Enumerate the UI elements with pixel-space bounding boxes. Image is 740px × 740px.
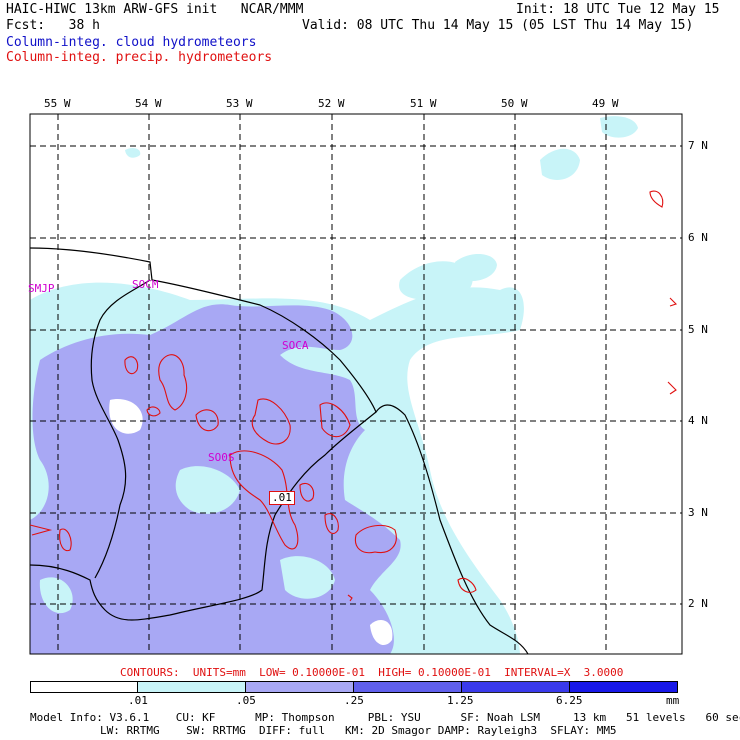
lat-label-5n: 5 N (688, 323, 708, 336)
coastline (30, 247, 529, 654)
station-soca: SOCA (282, 339, 309, 352)
legend-cloud-label: Column-integ. cloud hydrometeors (6, 35, 257, 50)
colorbar-tick-4: 6.25 (556, 694, 583, 707)
lon-label-54w: 54 W (135, 97, 162, 110)
lon-label-49w: 49 W (592, 97, 619, 110)
lon-label-55w: 55 W (44, 97, 71, 110)
lat-lon-grid (30, 114, 682, 654)
lat-label-3n: 3 N (688, 506, 708, 519)
footer-physics: LW: RRTMG SW: RRTMG DIFF: full KM: 2D Sm… (100, 724, 617, 737)
header-forecast: Fcst: 38 h (6, 18, 100, 33)
contour-info: CONTOURS: UNITS=mm LOW= 0.10000E-01 HIGH… (120, 666, 624, 679)
colorbar-tick-2: .25 (344, 694, 364, 707)
colorbar-segment-4 (461, 681, 570, 693)
colorbar-tick-3: 1.25 (447, 694, 474, 707)
station-smjp: SMJP (28, 282, 55, 295)
legend-precip-label: Column-integ. precip. hydrometeors (6, 50, 273, 65)
lat-label-6n: 6 N (688, 231, 708, 244)
lon-label-50w: 50 W (501, 97, 528, 110)
station-so0s: SO0S (208, 451, 235, 464)
colorbar-tick-1: .05 (236, 694, 256, 707)
header-init: Init: 18 UTC Tue 12 May 15 (516, 2, 720, 17)
lon-label-53w: 53 W (226, 97, 253, 110)
lat-label-2n: 2 N (688, 597, 708, 610)
lon-label-52w: 52 W (318, 97, 345, 110)
colorbar-segment-1 (137, 681, 246, 693)
colorbar-units: mm (666, 694, 680, 707)
colorbar-segment-2 (245, 681, 354, 693)
colorbar-segment-5 (569, 681, 678, 693)
colorbar-segment-3 (353, 681, 462, 693)
header-valid: Valid: 08 UTC Thu 14 May 15 (05 LST Thu … (302, 18, 694, 33)
footer-model-info: Model Info: V3.6.1 CU: KF MP: Thompson P… (30, 711, 740, 724)
hydrometeor-fill (30, 114, 682, 654)
station-socm: SOCM (132, 278, 159, 291)
lat-label-4n: 4 N (688, 414, 708, 427)
contour-value-label: .01 (269, 491, 295, 505)
lon-label-51w: 51 W (410, 97, 437, 110)
colorbar-tick-0: .01 (128, 694, 148, 707)
header-title: HAIC-HIWC 13km ARW-GFS init NCAR/MMM (6, 2, 304, 17)
lat-label-7n: 7 N (688, 139, 708, 152)
map-frame (29, 113, 683, 655)
precip-contours (29, 190, 678, 602)
colorbar-segment-0 (30, 681, 138, 693)
